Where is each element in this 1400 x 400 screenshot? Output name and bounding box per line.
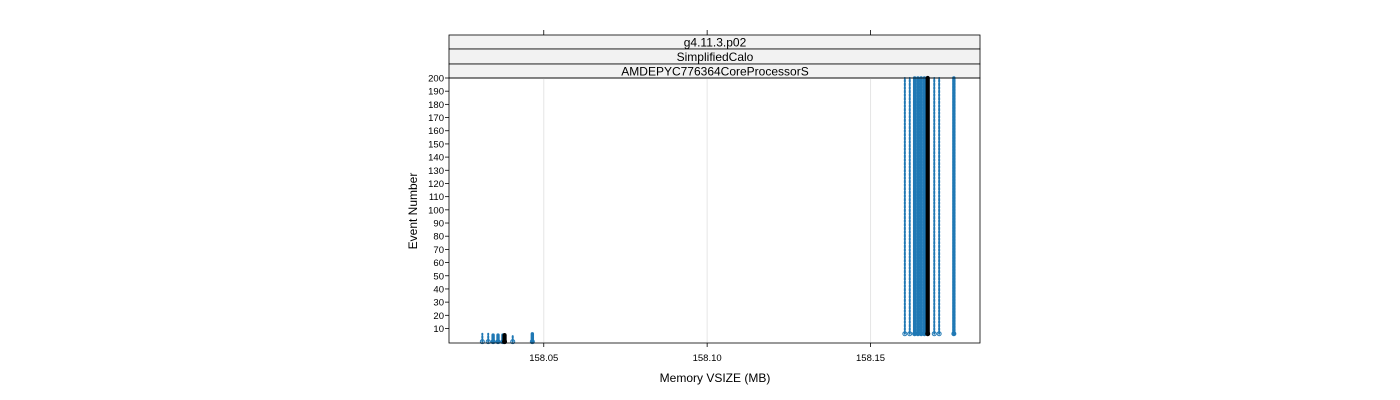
- data-point: [490, 339, 496, 345]
- x-axis-title: Memory VSIZE (MB): [660, 371, 771, 385]
- y-tick-label: 90: [433, 219, 444, 230]
- x-tick-label: 158.10: [693, 353, 722, 364]
- y-axis: 10 20 30 40 50 60 70 80 90 100 110 120 130 140 150 160 1…: [428, 74, 449, 335]
- y-tick-label: 120: [428, 179, 444, 190]
- y-tick-label: 70: [433, 245, 444, 256]
- data-point: [936, 331, 942, 337]
- y-tick-label: 60: [433, 258, 444, 269]
- data-point: [479, 339, 485, 345]
- data-point: [902, 331, 908, 337]
- data-point: [925, 331, 931, 337]
- y-tick-label: 20: [433, 311, 444, 322]
- data-point: [502, 339, 508, 345]
- y-tick-label: 190: [428, 87, 444, 98]
- y-tick-label: 200: [428, 74, 444, 85]
- y-tick-label: 180: [428, 100, 444, 111]
- data-point: [907, 331, 913, 337]
- data-point: [931, 331, 937, 337]
- y-tick-label: 130: [428, 166, 444, 177]
- x-tick-label: 158.15: [856, 353, 885, 364]
- y-tick-label: 100: [428, 205, 444, 216]
- y-tick-label: 160: [428, 126, 444, 137]
- y-tick-label: 80: [433, 232, 444, 243]
- strip-label-3: AMDEPYC776364CoreProcessorS: [621, 65, 808, 79]
- data-point: [485, 339, 491, 345]
- y-axis-title: Event Number: [406, 173, 420, 250]
- data-point: [529, 339, 535, 345]
- strip-header: g4.11.3.p02 SimplifiedCalo AMDEPYC776364…: [448, 34, 981, 79]
- x-axis: 158.05 158.10 158.15: [529, 30, 885, 364]
- x-tick-label: 158.05: [529, 353, 558, 364]
- plot-marks: [479, 75, 957, 345]
- plot-panel: [448, 77, 981, 344]
- y-tick-label: 30: [433, 298, 444, 309]
- data-point: [951, 331, 957, 337]
- grid-lines: [543, 78, 872, 343]
- y-tick-label: 50: [433, 271, 444, 282]
- data-point: [495, 339, 501, 345]
- y-tick-label: 40: [433, 284, 444, 295]
- y-tick-label: 110: [429, 192, 444, 203]
- y-tick-label: 170: [428, 113, 444, 124]
- y-tick-label: 150: [428, 139, 444, 150]
- strip-label-1: g4.11.3.p02: [684, 36, 747, 50]
- y-tick-label: 10: [433, 324, 444, 335]
- y-tick-label: 140: [428, 153, 444, 164]
- data-point: [510, 339, 516, 345]
- strip-label-2: SimplifiedCalo: [677, 50, 754, 64]
